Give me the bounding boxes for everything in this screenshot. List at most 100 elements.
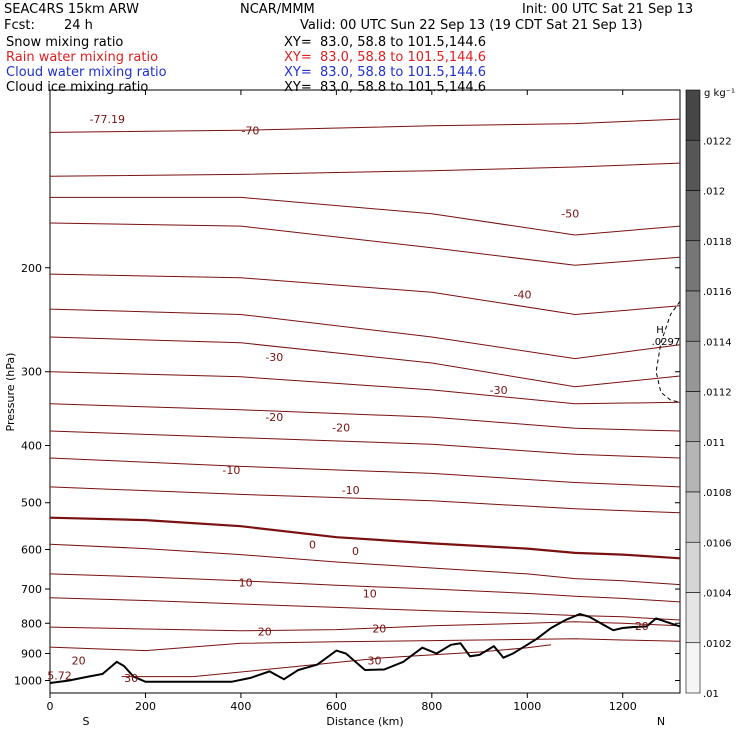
- colorbar-unit: g kg⁻¹: [704, 88, 735, 99]
- colorbar-segment: [685, 592, 701, 644]
- north-label: N: [657, 715, 665, 728]
- x-tick-label: 1200: [609, 700, 637, 713]
- center-title: NCAR/MMM: [240, 2, 315, 17]
- y-tick-label: 500: [21, 497, 42, 510]
- colorbar-tick-label: .0114: [703, 337, 732, 348]
- isotherm-line: [49, 457, 681, 488]
- y-tick-label: 200: [21, 262, 42, 275]
- colorbar-tick-label: .0118: [703, 237, 732, 248]
- x-tick-label: 1000: [513, 700, 541, 713]
- terrain-line: [49, 613, 681, 684]
- isotherm-line: [49, 621, 681, 632]
- isotherm-line: [49, 222, 681, 266]
- field-xy-snow: XY= 83.0, 58.8 to 101.5,144.6: [284, 35, 487, 50]
- y-axis-ticks: 200 300 400 500 600 700 800 900 10 0 0: [14, 262, 680, 687]
- colorbar-tick-label: .0112: [703, 388, 732, 399]
- colorbar-segment: [685, 491, 701, 543]
- colorbar-tick-label: .0104: [703, 589, 732, 600]
- isotherm-line: [49, 573, 681, 603]
- colorbar-tick-label: .0102: [703, 639, 732, 650]
- x-tick-label: 600: [326, 700, 347, 713]
- y-tick-label: 700: [21, 583, 42, 596]
- isotherm-label: -50: [561, 208, 579, 221]
- model-title: SEAC4RS 15km ARW: [4, 2, 140, 17]
- x-tick-label: 400: [230, 700, 251, 713]
- terrain-profile: [49, 613, 681, 684]
- colorbar-segment: [685, 240, 701, 292]
- colorbar-segment: [685, 139, 701, 191]
- init-time: Init: 00 UTC Sat 21 Sep 13: [522, 2, 694, 17]
- isotherm-label: 0: [352, 545, 359, 558]
- isotherm-line: [49, 516, 681, 560]
- field-name-cloud-water: Cloud water mixing ratio: [6, 65, 167, 80]
- y-tick-label: 300: [21, 366, 42, 379]
- isotherm-line: [49, 597, 681, 621]
- isotherm-label: 20: [72, 654, 86, 667]
- cloud-ice-dashed-line: [655, 301, 681, 403]
- cloud-ice-contour: H.0297: [652, 301, 681, 403]
- y-tick-label: 400: [21, 440, 42, 453]
- x-tick-label: 0: [47, 700, 54, 713]
- isotherm-label: -20: [265, 411, 283, 424]
- isotherm-label: 30: [368, 654, 382, 667]
- colorbar-tick-label: .0106: [703, 538, 732, 549]
- colorbar-segment: [685, 190, 701, 242]
- isotherm-line: [49, 403, 681, 432]
- x-axis-ticks: 0 200 400 600 800 1000 1200: [47, 90, 637, 713]
- extreme-value-label: 5.72: [47, 669, 72, 682]
- isotherm-line: [49, 162, 681, 177]
- colorbar-segment: [685, 391, 701, 443]
- field-xy-rain: XY= 83.0, 58.8 to 101.5,144.6: [284, 50, 487, 65]
- colorbar-segment: [685, 441, 701, 493]
- y-tick-label: 600: [21, 543, 42, 556]
- field-name-rain: Rain water mixing ratio: [6, 50, 159, 65]
- isotherm-label: 0: [309, 538, 316, 551]
- isotherm-line: [49, 430, 681, 459]
- colorbar-segment: [685, 642, 701, 694]
- isotherm-label: -70: [241, 124, 259, 137]
- y-tick-label: 800: [21, 617, 42, 630]
- isotherm-line: [49, 273, 681, 316]
- isotherm-line: [49, 371, 681, 405]
- isotherm-label: 20: [635, 620, 649, 633]
- isotherm-line: [49, 308, 681, 360]
- y-tick-label: 900: [21, 647, 42, 660]
- colorbar-tick-label: .0122: [703, 136, 732, 147]
- field-xy-cloud-ice: XY= 83.0, 58.8 to 101.5,144.6: [284, 80, 487, 95]
- colorbar-tick-label: .011: [703, 438, 725, 449]
- isotherm-label: -40: [514, 289, 532, 302]
- isotherm-line: [49, 638, 681, 652]
- colorbar-segment: [685, 340, 701, 392]
- isotherm-label: 10: [363, 587, 377, 600]
- colorbar-segment: [685, 290, 701, 342]
- isotherm-line: [50, 196, 681, 236]
- field-name-snow: Snow mixing ratio: [6, 35, 124, 50]
- field-name-cloud-ice: Cloud ice mixing ratio: [6, 80, 149, 95]
- isotherm-label: -30: [265, 351, 283, 364]
- field-xy-cloud-water: XY= 83.0, 58.8 to 101.5,144.6: [284, 65, 487, 80]
- isotherm-line: [49, 543, 681, 586]
- forecast-hours: 24 h: [64, 18, 93, 33]
- colorbar: .0122 .012 .0118 .0116 .0114 .0112 .011 .0108 .0…: [685, 89, 732, 700]
- isotherm-label: 30: [124, 672, 138, 685]
- isotherm-label: 20: [372, 622, 386, 635]
- x-tick-label: 200: [135, 700, 156, 713]
- isotherm-line: [49, 118, 681, 133]
- isotherm-line: [121, 644, 552, 678]
- isotherm-line: [49, 486, 681, 514]
- contour-labels: -70 -50 -40 -30 -30 -20 -20 -10 -10 0 0 10 10 20 20 20 2…: [47, 113, 649, 685]
- isotherm-contours: [49, 118, 681, 678]
- extreme-value-label: -77.19: [90, 113, 125, 126]
- isotherm-label: 20: [258, 625, 272, 638]
- y-axis-label: Pressure (hPa): [4, 353, 17, 432]
- isotherm-label: 10: [239, 576, 253, 589]
- valid-time: Valid: 00 UTC Sun 22 Sep 13 (19 CDT Sat …: [300, 18, 643, 33]
- colorbar-tick-label: .0116: [703, 287, 732, 298]
- x-axis-label: Distance (km): [326, 715, 403, 728]
- colorbar-tick-label: .01: [703, 689, 719, 700]
- colorbar-tick-label: .012: [703, 187, 725, 198]
- isotherm-label: -10: [222, 464, 240, 477]
- x-tick-label: 800: [421, 700, 442, 713]
- colorbar-segment: [685, 541, 701, 593]
